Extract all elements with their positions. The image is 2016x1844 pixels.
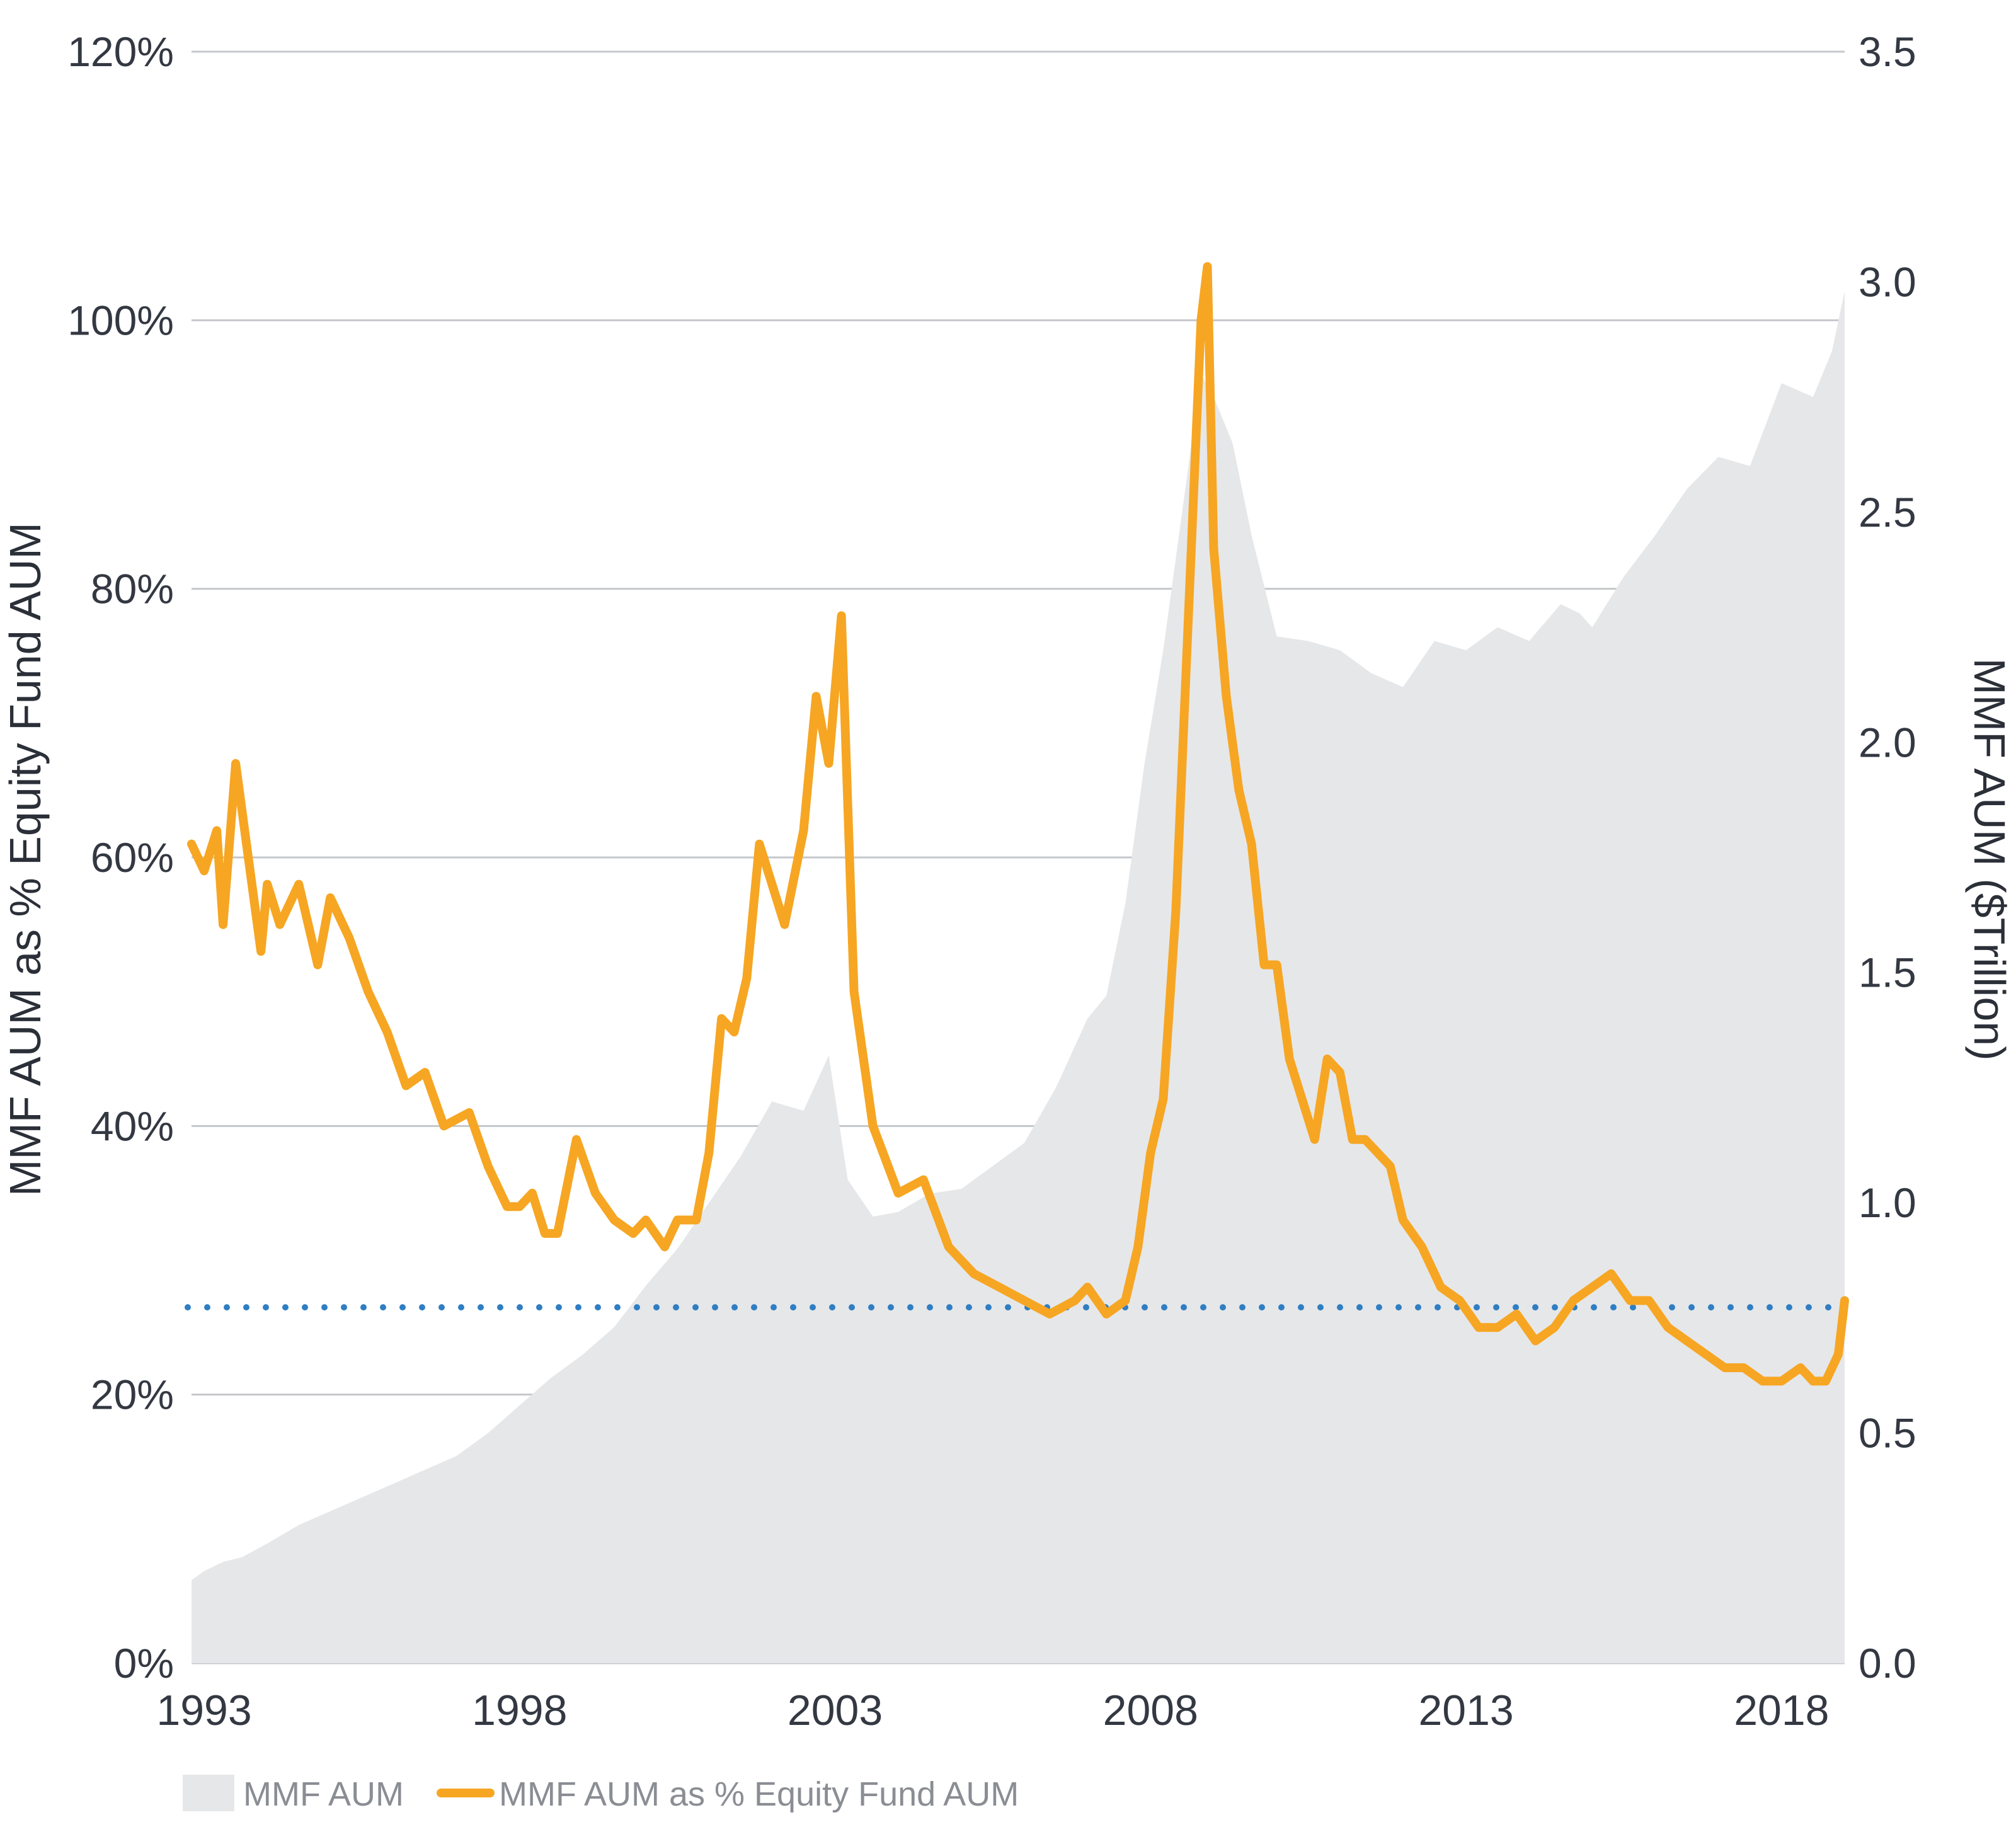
mmf-pct-line <box>187 262 1849 1386</box>
left-tick-label: 20% <box>91 1372 174 1418</box>
x-tick-label: 2018 <box>1734 1687 1829 1734</box>
left-tick-label: 0% <box>114 1640 174 1687</box>
left-axis-ticks: 0% 20% 40% 60% 80% 100% 120% <box>67 28 174 1687</box>
left-tick-label: 40% <box>91 1102 174 1149</box>
legend: MMF AUM MMF AUM as % Equity Fund AUM <box>183 1775 1019 1813</box>
mmf-aum-area <box>192 291 1845 1663</box>
right-tick-label: 1.0 <box>1858 1179 1916 1226</box>
right-tick-label: 1.5 <box>1858 949 1916 996</box>
x-tick-label: 2003 <box>788 1687 883 1734</box>
x-axis-ticks: 1993 1998 2003 2008 2013 2018 <box>156 1687 1829 1734</box>
right-axis-title: MMF AUM ($Trillion) <box>1965 658 2014 1060</box>
right-axis-ticks: 0.0 0.5 1.0 1.5 2.0 2.5 3.0 3.5 <box>1858 28 1916 1687</box>
right-tick-label: 2.5 <box>1858 489 1916 535</box>
x-tick-label: 1993 <box>156 1687 251 1734</box>
left-tick-label: 120% <box>67 28 174 75</box>
left-tick-label: 60% <box>91 834 174 881</box>
gridlines <box>192 50 1845 1664</box>
left-tick-label: 80% <box>91 566 174 612</box>
right-tick-label: 2.0 <box>1858 719 1916 765</box>
x-tick-label: 2008 <box>1103 1687 1198 1734</box>
legend-label-line: MMF AUM as % Equity Fund AUM <box>499 1775 1019 1813</box>
right-tick-label: 0.5 <box>1858 1410 1916 1457</box>
legend-label-area: MMF AUM <box>243 1775 404 1813</box>
right-tick-label: 0.0 <box>1858 1640 1916 1687</box>
x-tick-label: 1998 <box>472 1687 567 1734</box>
right-tick-label: 3.5 <box>1858 28 1916 75</box>
right-tick-label: 3.0 <box>1858 258 1916 305</box>
legend-swatch-area <box>183 1775 234 1811</box>
x-tick-label: 2013 <box>1418 1687 1513 1734</box>
left-tick-label: 100% <box>67 297 174 343</box>
left-axis-title: MMF AUM as % Equity Fund AUM <box>1 522 50 1196</box>
